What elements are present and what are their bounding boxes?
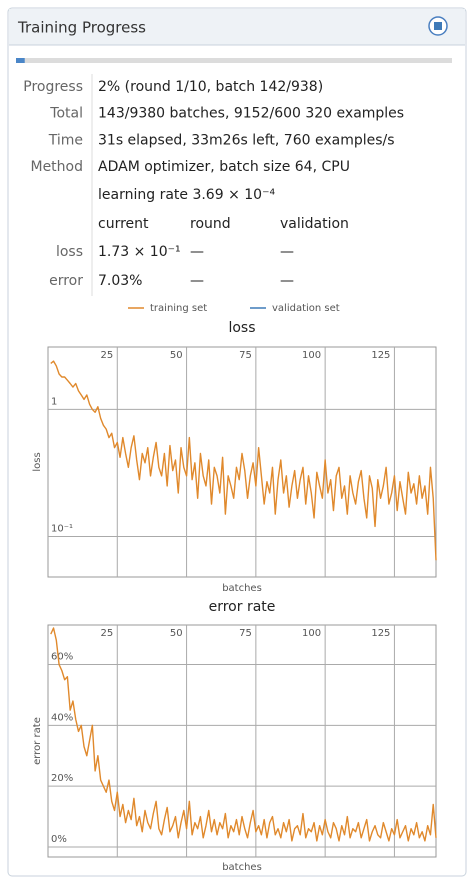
info-label: Time — [48, 132, 83, 148]
table-cell: — — [190, 244, 204, 260]
info-value: 2% (round 1/10, batch 142/938) — [98, 79, 323, 95]
stop-square[interactable] — [434, 22, 442, 30]
y-tick-label: 10⁻¹ — [51, 523, 73, 534]
learning-rate: learning rate 3.69 × 10⁻⁴ — [98, 187, 275, 203]
y-tick-label: 60% — [51, 652, 73, 663]
info-label: Progress — [23, 79, 83, 95]
table-cell: — — [190, 273, 204, 289]
panel-title: Training Progress — [17, 19, 146, 37]
x-tick-label: 125 — [371, 350, 390, 361]
stop-button[interactable] — [428, 16, 448, 36]
x-axis-label: batches — [222, 583, 262, 594]
data-line — [50, 360, 437, 561]
y-tick-label: 0% — [51, 834, 67, 845]
x-tick-label: 25 — [101, 628, 114, 639]
info-value: ADAM optimizer, batch size 64, CPU — [98, 159, 350, 175]
table-cell: — — [280, 244, 294, 260]
x-tick-label: 75 — [239, 350, 252, 361]
table-header: validation — [280, 216, 349, 232]
y-axis-label: error rate — [32, 717, 43, 765]
header-bar — [9, 9, 465, 45]
legend-label: validation set — [272, 303, 340, 314]
table-header: round — [190, 216, 231, 232]
legend-label: training set — [150, 303, 207, 314]
chart-title: loss — [228, 320, 255, 336]
table-row-label: loss — [56, 244, 83, 260]
x-tick-label: 125 — [371, 628, 390, 639]
chart-title: error rate — [209, 599, 276, 615]
plot-frame — [47, 346, 437, 578]
x-tick-label: 100 — [302, 350, 321, 361]
table-row-label: error — [49, 273, 83, 289]
data-line — [50, 627, 437, 842]
progress-track — [16, 58, 452, 63]
table-header: current — [98, 216, 149, 232]
info-value: 31s elapsed, 33m26s left, 760 examples/s — [98, 132, 395, 148]
x-tick-label: 100 — [302, 628, 321, 639]
x-tick-label: 50 — [170, 628, 183, 639]
info-value: 143/9380 batches, 9152/600 320 examples — [98, 106, 404, 122]
info-label: Method — [30, 159, 83, 175]
y-tick-label: 1 — [51, 396, 57, 407]
table-cell: — — [280, 273, 294, 289]
table-cell: 7.03% — [98, 273, 142, 289]
y-tick-label: 40% — [51, 712, 73, 723]
table-cell: 1.73 × 10⁻¹ — [98, 244, 181, 260]
y-tick-label: 20% — [51, 773, 73, 784]
x-tick-label: 25 — [101, 350, 114, 361]
x-axis-label: batches — [222, 862, 262, 873]
y-axis-label: loss — [32, 452, 43, 471]
progress-fill — [16, 58, 25, 63]
x-tick-label: 75 — [239, 628, 252, 639]
x-tick-label: 50 — [170, 350, 183, 361]
info-label: Total — [49, 106, 83, 122]
plot-frame — [47, 624, 437, 858]
